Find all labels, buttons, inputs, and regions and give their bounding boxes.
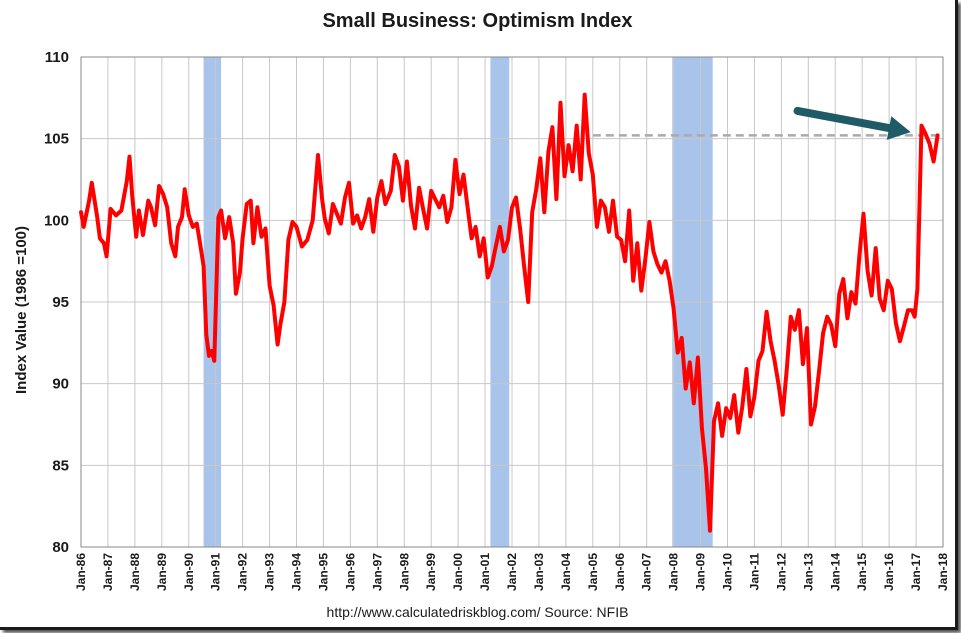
x-tick-label: Jan-17 xyxy=(909,553,923,591)
x-tick-label: Jan-10 xyxy=(721,553,735,591)
x-tick-label: Jan-08 xyxy=(667,553,681,591)
x-tick-label: Jan-93 xyxy=(263,553,277,591)
y-tick-label: 105 xyxy=(44,131,69,148)
series-line xyxy=(79,92,940,533)
y-tick-label: 90 xyxy=(52,376,69,393)
x-tick-label: Jan-97 xyxy=(370,553,384,591)
x-tick-label: Jan-98 xyxy=(397,553,411,591)
y-tick-label: 95 xyxy=(52,294,69,311)
x-tick-label: Jan-87 xyxy=(101,553,115,591)
x-tick-label: Jan-16 xyxy=(882,553,896,591)
x-tick-label: Jan-05 xyxy=(586,553,600,591)
annotation-arrow-group xyxy=(793,106,911,140)
x-tick-label: Jan-14 xyxy=(828,553,842,591)
x-tick-labels: Jan-86 Jan-87 Jan-88 Jan-89 Jan-90 Jan-91 Jan-… xyxy=(74,553,950,591)
annotation-arrow-head xyxy=(886,116,911,140)
x-tick-label: Jan-88 xyxy=(128,553,142,591)
x-tick-label: Jan-11 xyxy=(747,553,761,591)
plot-area-border xyxy=(80,56,944,548)
series-group xyxy=(79,92,940,533)
chart-title: Small Business: Optimism Index xyxy=(322,10,633,32)
x-tick-label: Jan-00 xyxy=(451,553,465,591)
x-tick-label: Jan-13 xyxy=(801,553,815,591)
x-tick-label: Jan-06 xyxy=(613,553,627,591)
x-tick-label: Jan-07 xyxy=(640,553,654,591)
x-tick-label: Jan-09 xyxy=(694,553,708,591)
y-tick-label: 100 xyxy=(44,212,69,229)
source-text: http://www.calculatedriskblog.com/ Sourc… xyxy=(326,604,629,620)
x-tick-label: Jan-91 xyxy=(209,553,223,591)
x-tick-label: Jan-92 xyxy=(236,553,250,591)
x-tick-label: Jan-86 xyxy=(74,553,88,591)
y-tick-label: 110 xyxy=(45,49,69,66)
x-tick-label: Jan-12 xyxy=(774,553,788,591)
x-tick-label: Jan-15 xyxy=(855,553,869,591)
y-tick-labels: 80 85 90 95 100 105 110 xyxy=(44,49,69,556)
y-tick-label: 85 xyxy=(52,457,69,474)
x-tick-label: Jan-89 xyxy=(155,553,169,591)
x-tick-label: Jan-99 xyxy=(424,553,438,591)
x-tick-label: Jan-18 xyxy=(936,553,950,591)
x-tick-label: Jan-04 xyxy=(559,553,573,591)
x-tick-label: Jan-03 xyxy=(532,553,546,591)
y-tick-label: 80 xyxy=(52,539,69,556)
annotation-arrow-shaft xyxy=(793,106,894,133)
x-tick-label: Jan-95 xyxy=(316,553,330,591)
x-tick-label: Jan-02 xyxy=(505,553,519,591)
x-tick-label: Jan-01 xyxy=(478,553,492,591)
x-tick-label: Jan-96 xyxy=(343,553,357,591)
y-axis-label: Index Value (1986 =100) xyxy=(13,226,30,394)
x-tick-label: Jan-94 xyxy=(290,553,304,591)
x-tick-label: Jan-90 xyxy=(182,553,196,591)
